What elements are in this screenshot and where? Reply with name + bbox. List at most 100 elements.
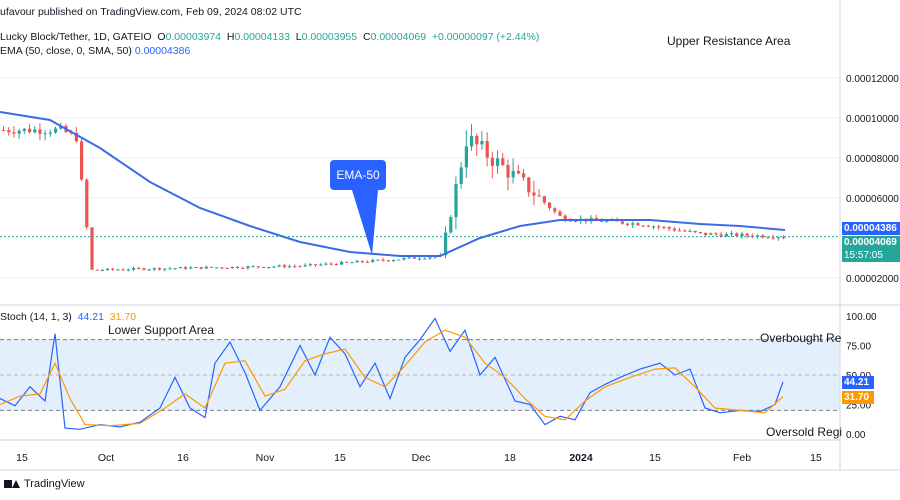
candle-body (459, 167, 463, 184)
candle-body (449, 217, 453, 233)
candle-body (490, 157, 494, 166)
ohlc-open: O0.00003974 (157, 31, 222, 43)
grid (0, 77, 840, 279)
candle-body (672, 228, 676, 231)
candle-body (2, 130, 6, 131)
candle-body (334, 264, 338, 265)
candle-body (111, 268, 115, 270)
candle-body (698, 232, 702, 234)
price-tick-label: 0.00002000 (846, 274, 899, 285)
candle-body (215, 267, 219, 269)
candle-body (152, 268, 156, 270)
ohlc-change: +0.00000097 (+2.44%) (431, 31, 540, 43)
candle-body (184, 267, 188, 269)
candle-body (121, 269, 125, 271)
candle-body (511, 170, 515, 178)
candle-body (199, 267, 203, 269)
time-tick-label: Dec (412, 452, 431, 464)
candle-body (282, 265, 286, 268)
candle-body (38, 129, 42, 134)
candle-body (277, 265, 281, 267)
candle-body (407, 257, 411, 259)
stoch-tick-label: 75.00 (846, 342, 871, 353)
candle-body (766, 237, 770, 239)
candle-body (558, 211, 562, 216)
candle-body (314, 264, 318, 266)
candle-body (402, 258, 406, 260)
candle-body (745, 233, 749, 236)
ema-legend-value: 0.00004386 (134, 45, 191, 57)
candle-body (516, 170, 520, 174)
time-tick-label: 15 (334, 452, 346, 464)
candle-body (418, 258, 422, 260)
stoch-tick-label: 25.00 (846, 401, 871, 412)
candle-body (272, 266, 276, 268)
candle-body (537, 195, 541, 197)
candle-body (693, 231, 697, 233)
candle-body (95, 269, 99, 271)
ohlc-low: L0.00003955 (295, 31, 358, 43)
candle-body (293, 266, 297, 268)
candle-body (241, 268, 245, 269)
candle-body (506, 165, 510, 178)
tradingview-logo-icon (4, 479, 20, 489)
candle-body (678, 230, 682, 232)
price-axis: 0.00012000 0.00010000 0.00008000 0.00006000… (846, 74, 899, 285)
stoch-k-line (0, 317, 784, 430)
candle-body (126, 269, 130, 271)
candle-body (17, 130, 21, 134)
stoch-legend-d: 31.70 (109, 311, 137, 323)
candle-body (262, 267, 266, 268)
candle-body (631, 223, 635, 225)
candle-body (761, 235, 765, 238)
candle-body (178, 267, 182, 269)
candle-body (12, 132, 16, 134)
candle-body (251, 266, 255, 268)
candle-body (704, 232, 708, 235)
stoch-legend-k: 44.21 (77, 311, 104, 323)
candle-body (724, 234, 728, 237)
symbol-line: Lucky Block/Tether, 1D, GATEIO O0.000039… (0, 31, 539, 43)
upper-resistance-label: Upper Resistance Area (667, 34, 791, 48)
candle-body (464, 146, 468, 168)
candle-body (7, 130, 11, 133)
candle-body (756, 235, 760, 237)
footer-brand[interactable]: TradingView (4, 478, 85, 490)
ema-callout: EMA-50 (330, 160, 386, 190)
overbought-label: Overbought Re (760, 331, 842, 345)
candle-body (485, 141, 489, 158)
footer-brand-label: TradingView (24, 478, 85, 490)
candle-body (340, 261, 344, 265)
candle-body (204, 266, 208, 269)
candle-body (90, 227, 94, 270)
candle-body (782, 237, 786, 239)
time-tick-label: 2024 (569, 452, 593, 464)
candle-body (173, 268, 177, 270)
candle-body (392, 260, 396, 262)
candle-body (423, 258, 427, 260)
candle-body (454, 184, 458, 218)
candle-body (288, 266, 292, 268)
ohlc-close: C0.00004069 (362, 31, 427, 43)
candle-body (33, 129, 37, 133)
time-tick-label: 15 (649, 452, 661, 464)
candle-body (355, 260, 359, 263)
candle-body (246, 266, 250, 269)
candle-body (308, 264, 312, 266)
stoch-tick-label: 0.00 (846, 430, 866, 441)
candle-body (267, 267, 271, 268)
published-line: ufavour published on TradingView.com, Fe… (0, 6, 302, 18)
ema-legend-label: EMA (50, close, 0, SMA, 50) (0, 45, 132, 57)
lower-support-label: Lower Support Area (108, 323, 215, 337)
candle-body (553, 208, 557, 212)
candle-body (626, 223, 630, 225)
candle-body (54, 128, 58, 133)
candle-body (225, 267, 229, 269)
price-tick-label: 0.00006000 (846, 194, 899, 205)
symbol-title: Lucky Block/Tether, 1D, GATEIO (0, 31, 152, 43)
candle-body (688, 231, 692, 232)
candle-body (522, 173, 526, 178)
candle-body (709, 233, 713, 235)
candle-body (605, 220, 609, 222)
